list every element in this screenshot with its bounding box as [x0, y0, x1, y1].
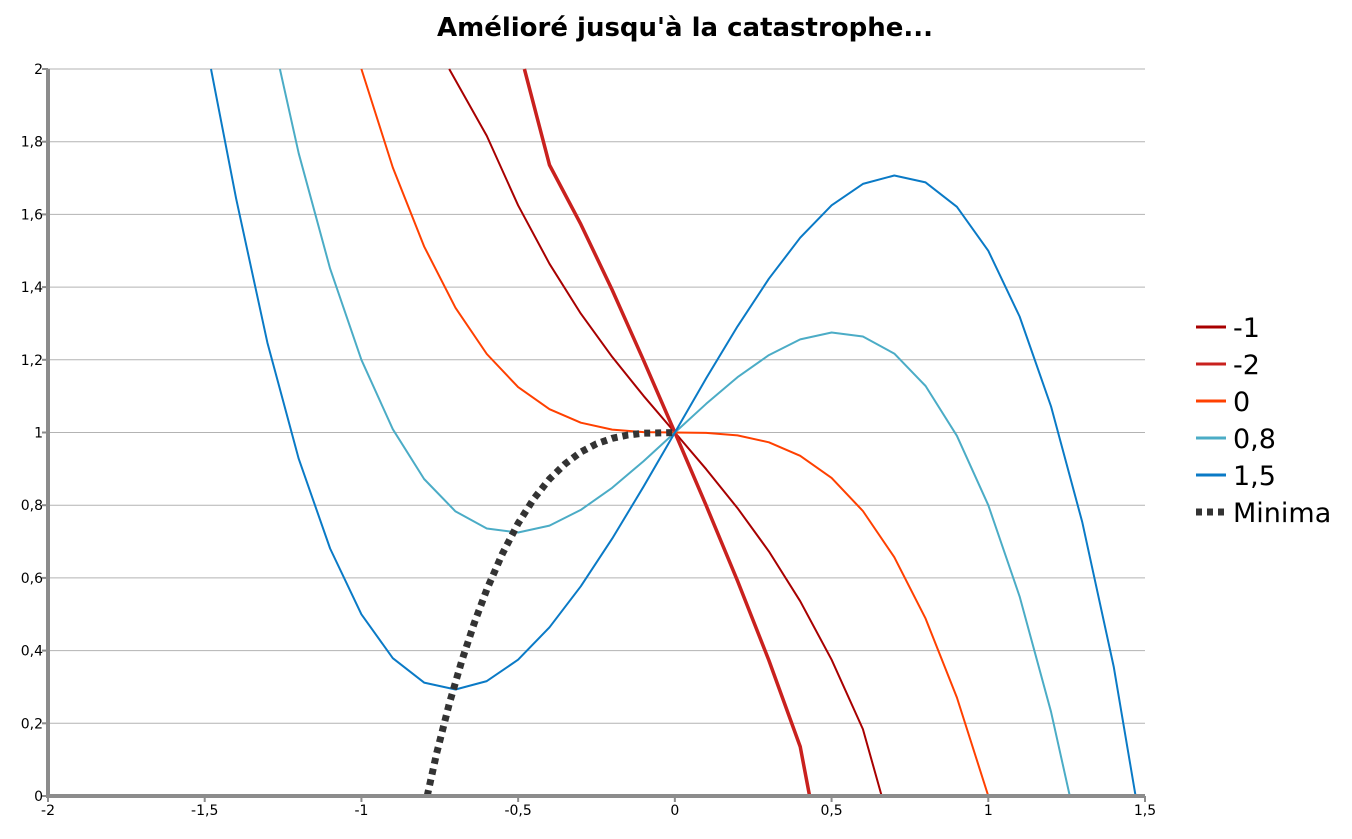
legend-label-4: 1,5 [1233, 461, 1276, 492]
x-tick-label-5: 0,5 [820, 803, 842, 819]
x-tick-label-7: 1,5 [1134, 803, 1156, 819]
x-tick-label-4: 0 [670, 803, 679, 819]
y-tick-label-9: 1,8 [21, 135, 43, 151]
tick-labels: 0 0,2 0,4 0,6 0,8 1 1,2 1,4 1,6 1,8 2 -2 -1,5 -1 -0,5 0… [21, 62, 1156, 819]
x-tick-label-2: -1 [354, 803, 368, 819]
y-tick-label-1: 0,2 [21, 716, 43, 732]
legend-label-1: -2 [1233, 350, 1260, 381]
grid [48, 68, 1145, 724]
legend-label-5: Minima [1233, 498, 1331, 529]
series-line-4 [210, 68, 1137, 797]
x-tick-label-3: -0,5 [504, 803, 531, 819]
axes [46, 69, 1145, 798]
y-tick-label-6: 1,2 [21, 353, 43, 369]
y-tick-label-8: 1,6 [21, 207, 43, 223]
legend-label-0: -1 [1233, 313, 1260, 344]
y-tick-label-2: 0,4 [21, 644, 43, 660]
chart-title: Amélioré jusqu'à la catastrophe... [437, 13, 933, 43]
y-tick-label-4: 0,8 [21, 498, 43, 514]
x-tick-label-0: -2 [41, 803, 55, 819]
legend: -1 -2 0 0,8 1,5 Minima [1196, 313, 1331, 529]
y-tick-label-7: 1,4 [21, 280, 43, 296]
y-tick-label-10: 2 [34, 62, 43, 78]
y-tick-label-0: 0 [34, 789, 43, 805]
y-tick-label-3: 0,6 [21, 571, 43, 587]
legend-label-3: 0,8 [1233, 424, 1276, 455]
legend-label-2: 0 [1233, 387, 1250, 418]
x-tick-label-1: -1,5 [191, 803, 218, 819]
y-tick-label-5: 1 [34, 426, 43, 442]
series-line-5 [423, 429, 675, 797]
x-tick-label-6: 1 [984, 803, 993, 819]
series-layer [210, 68, 1137, 797]
